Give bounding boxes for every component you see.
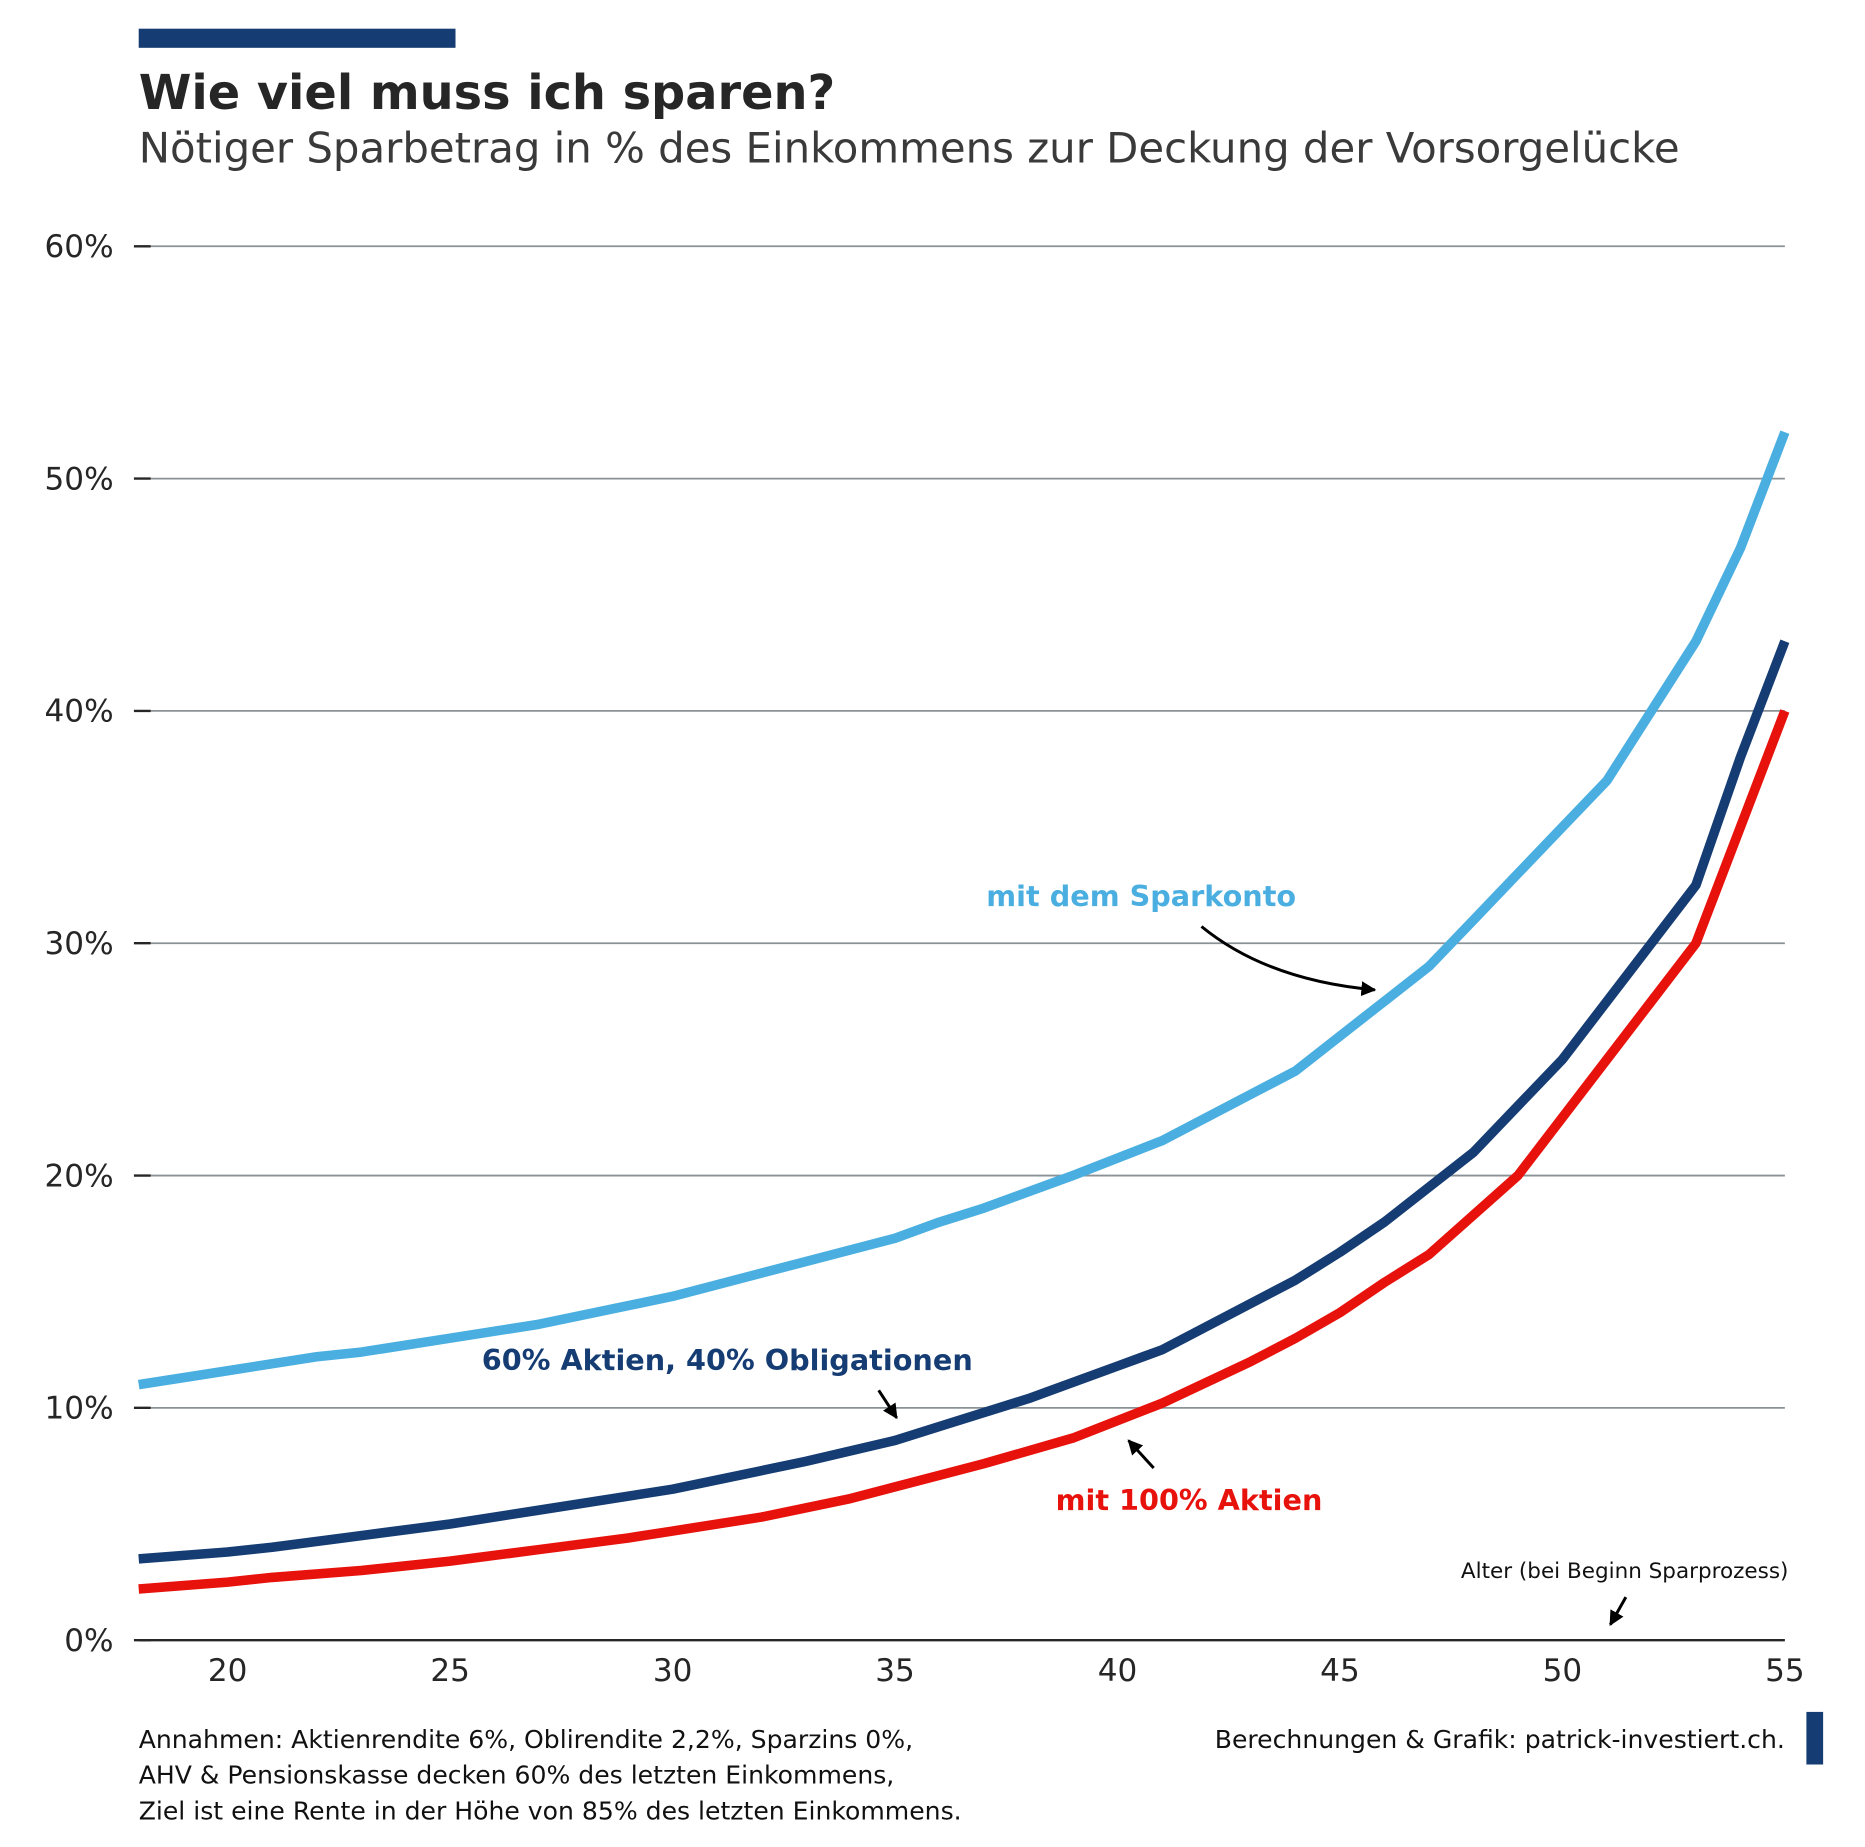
arrow-xaxis <box>1609 1596 1628 1626</box>
x-tick-label: 55 <box>1765 1653 1805 1689</box>
x-axis-label: Alter (bei Beginn Sparprozess) <box>1461 1559 1789 1584</box>
footer-assumption-1: Annahmen: Aktienrendite 6%, Oblirendite … <box>139 1725 913 1754</box>
footer-assumption-2: AHV & Pensionskasse decken 60% des letzt… <box>139 1761 895 1790</box>
y-tick-label: 40% <box>45 694 114 730</box>
series-line-aktien <box>138 709 1790 1594</box>
y-tick-label: 20% <box>45 1158 114 1194</box>
footer-accent-bar <box>1806 1711 1824 1765</box>
annotation-sparkonto: mit dem Sparkonto <box>986 879 1296 913</box>
arrow-sparkonto <box>1200 925 1377 997</box>
footer-assumption-3: Ziel ist eine Rente in der Höhe von 85% … <box>139 1797 962 1826</box>
x-tick-label: 40 <box>1098 1653 1138 1689</box>
y-axis: 0% 10% 20% 30% 40% 50% 60% <box>45 229 151 1659</box>
x-tick-label: 20 <box>208 1653 248 1689</box>
x-tick-label: 45 <box>1320 1653 1360 1689</box>
annotation-aktien: mit 100% Aktien <box>1056 1483 1323 1517</box>
series-line-mix <box>138 639 1790 1564</box>
annotation-mix: 60% Aktien, 40% Obligationen <box>482 1343 973 1377</box>
series-line-sparkonto <box>137 430 1790 1390</box>
footer-source: Berechnungen & Grafik: patrick-investier… <box>1215 1725 1785 1754</box>
series-lines <box>137 430 1790 1594</box>
y-tick-label: 0% <box>64 1623 113 1659</box>
y-tick-label: 10% <box>45 1391 114 1427</box>
y-tick-label: 60% <box>45 229 114 265</box>
x-axis: 20 25 30 35 40 45 50 55 <box>208 1653 1805 1689</box>
chart-title: Wie viel muss ich sparen? <box>139 66 836 121</box>
x-tick-label: 50 <box>1543 1653 1583 1689</box>
y-tick-label: 50% <box>45 461 114 497</box>
y-tick-label: 30% <box>45 926 114 962</box>
chart-subtitle: Nötiger Sparbetrag in % des Einkommens z… <box>139 124 1680 173</box>
accent-bar <box>138 28 456 48</box>
x-tick-label: 30 <box>653 1653 693 1689</box>
arrow-aktien <box>1127 1439 1155 1470</box>
grid <box>138 245 1785 1409</box>
arrow-mix <box>877 1389 898 1420</box>
x-tick-label: 25 <box>430 1653 470 1689</box>
x-tick-label: 35 <box>875 1653 915 1689</box>
